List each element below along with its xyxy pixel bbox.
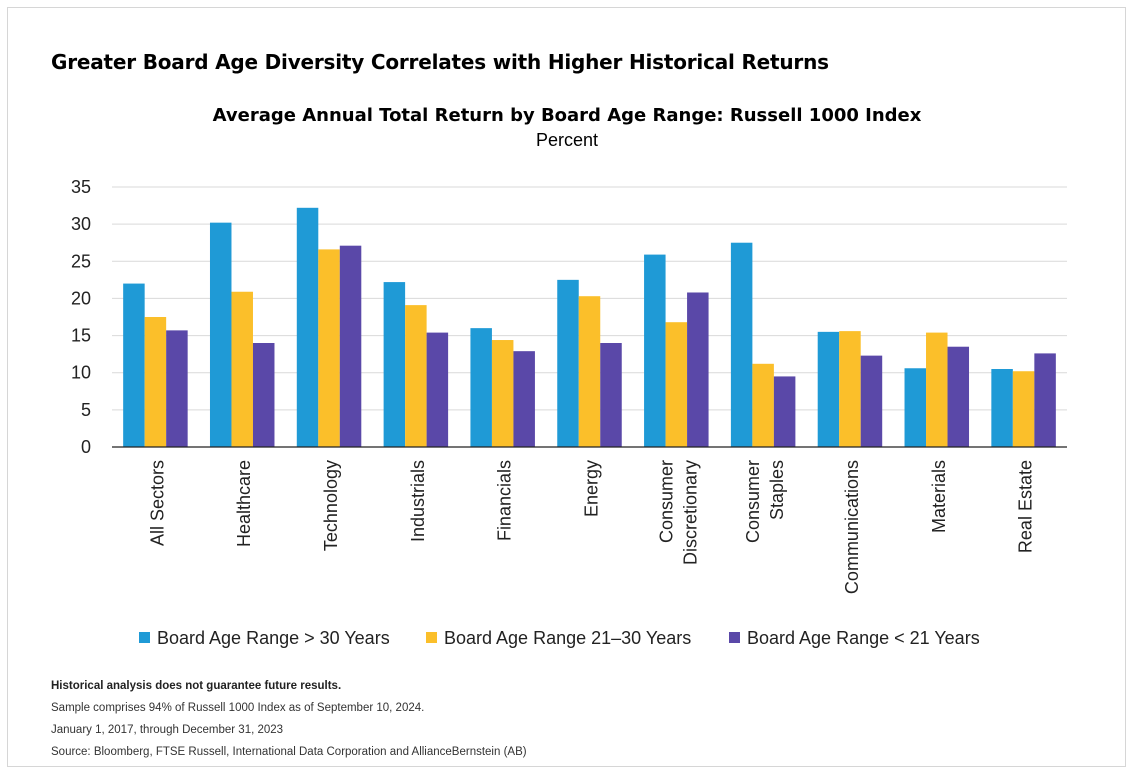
- legend-label: Board Age Range 21–30 Years: [444, 628, 691, 648]
- x-tick-label: Technology: [321, 460, 341, 551]
- bar: [665, 322, 688, 447]
- bar: [231, 291, 253, 447]
- bar: [209, 222, 232, 447]
- y-tick-label: 15: [71, 326, 91, 346]
- x-tick-label: Real Estate: [1016, 460, 1036, 553]
- bar: [644, 254, 666, 447]
- x-tick-label: Communications: [842, 460, 862, 594]
- x-tick-label: Industrials: [408, 460, 428, 542]
- footnote-sample: Sample comprises 94% of Russell 1000 Ind…: [51, 702, 425, 714]
- y-tick-label: 25: [71, 251, 91, 271]
- legend-swatch: [729, 632, 740, 643]
- x-tick-label: Staples: [767, 460, 787, 520]
- y-tick-label: 30: [71, 214, 91, 234]
- chart-title: Average Annual Total Return by Board Age…: [212, 105, 922, 126]
- bar: [252, 343, 275, 447]
- bar: [339, 245, 362, 447]
- bar: [426, 332, 449, 447]
- bar: [470, 328, 492, 447]
- x-tick-label: Energy: [582, 460, 602, 517]
- x-tick-label: Discretionary: [680, 460, 700, 565]
- legend-label: Board Age Range < 21 Years: [747, 628, 980, 648]
- bar: [600, 343, 622, 447]
- bar: [839, 331, 861, 447]
- headline: Greater Board Age Diversity Correlates w…: [51, 50, 829, 74]
- footnotes: Historical analysis does not guarantee f…: [51, 680, 527, 768]
- bar: [687, 292, 709, 447]
- bar: [926, 332, 948, 447]
- y-tick-label: 5: [81, 400, 91, 420]
- bar: [383, 282, 406, 447]
- bar: [904, 368, 927, 447]
- x-tick-label: Consumer: [743, 460, 763, 543]
- bar: [491, 340, 514, 447]
- bar: [773, 376, 796, 447]
- chart-subtitle: Percent: [535, 130, 599, 150]
- x-tick-label: Materials: [929, 460, 949, 533]
- bar: [1034, 353, 1056, 447]
- bar: [296, 207, 319, 447]
- bar: [144, 317, 167, 447]
- bar: [318, 249, 340, 447]
- chart-frame: [7, 7, 1126, 767]
- bar: [730, 242, 753, 447]
- legend-label: Board Age Range > 30 Years: [157, 628, 390, 648]
- footnote-source: Source: Bloomberg, FTSE Russell, Interna…: [51, 746, 527, 758]
- legend-swatch: [426, 632, 437, 643]
- bar: [817, 331, 840, 447]
- bar: [166, 330, 188, 447]
- y-tick-label: 20: [71, 288, 91, 308]
- x-tick-label: All Sectors: [147, 460, 167, 546]
- footnote-disclaimer: Historical analysis does not guarantee f…: [51, 680, 342, 692]
- y-tick-label: 10: [71, 363, 91, 383]
- bar: [578, 296, 601, 447]
- y-tick-label: 35: [71, 177, 91, 197]
- legend-swatch: [139, 632, 150, 643]
- footnote-period: January 1, 2017, through December 31, 20…: [51, 724, 284, 736]
- bar: [557, 279, 579, 447]
- bar: [123, 283, 145, 447]
- x-tick-label: Healthcare: [234, 460, 254, 547]
- y-tick-label: 0: [81, 437, 91, 457]
- bar: [1012, 371, 1035, 447]
- bar: [991, 369, 1013, 447]
- bar: [405, 305, 427, 447]
- x-tick-label: Financials: [495, 460, 515, 541]
- bar: [513, 351, 535, 447]
- x-tick-label: Consumer: [656, 460, 676, 543]
- bar: [752, 363, 774, 447]
- bar: [860, 355, 883, 447]
- bar: [947, 346, 970, 447]
